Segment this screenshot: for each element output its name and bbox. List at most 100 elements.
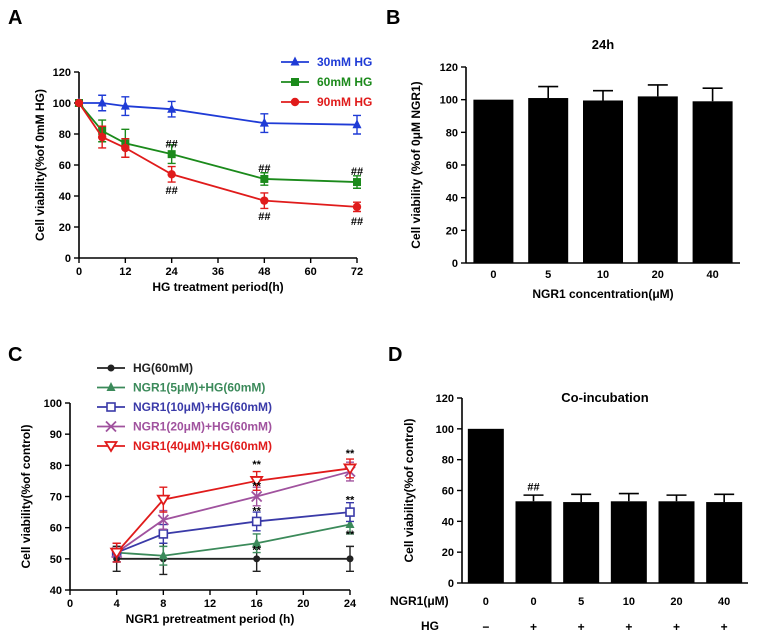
data-point xyxy=(251,516,262,527)
hg-row-value: + xyxy=(625,620,632,634)
panel-label: B xyxy=(386,7,400,29)
x-tick-label: 40 xyxy=(718,596,730,608)
x-tick-label: 0 xyxy=(76,266,82,278)
data-point xyxy=(157,514,169,526)
series-line xyxy=(79,102,358,126)
bar xyxy=(563,502,600,583)
series-3 xyxy=(111,502,355,563)
significance-label: ## xyxy=(166,138,178,150)
data-point xyxy=(259,117,269,127)
significance-label: ** xyxy=(346,495,355,507)
hg-row-value: + xyxy=(530,620,537,634)
y-tick-label: 120 xyxy=(53,67,71,79)
y-tick-label: 40 xyxy=(50,585,62,597)
x-tick-label: 20 xyxy=(652,269,664,281)
panel-c: C 40 50 60 70 80 90 100 0 4 8 12 16 20 24 NGR1 pretreat… xyxy=(8,344,358,626)
series-2 xyxy=(112,514,355,566)
x-tick-label: 60 xyxy=(305,266,317,278)
legend-label: NGR1(20μM)+HG(60mM) xyxy=(133,420,272,434)
x-tick-label: 10 xyxy=(597,269,609,281)
series-5 xyxy=(109,458,358,563)
data-point xyxy=(109,547,124,560)
bar xyxy=(515,501,552,583)
x-tick-label: 0 xyxy=(483,596,489,608)
bar xyxy=(583,100,623,263)
series-line xyxy=(116,523,351,557)
data-point xyxy=(167,170,176,179)
legend-marker xyxy=(106,382,116,391)
significance-label: ** xyxy=(346,529,355,541)
legend-label: HG(60mM) xyxy=(133,361,193,375)
y-tick-label: 0 xyxy=(452,258,458,270)
data-point xyxy=(74,98,84,108)
y-axis-label: Cell viability(%of control) xyxy=(19,424,33,568)
x-tick-label: 72 xyxy=(351,266,363,278)
data-point xyxy=(158,529,169,539)
data-point xyxy=(249,476,264,488)
bar xyxy=(658,501,695,583)
data-point xyxy=(260,196,269,205)
data-point xyxy=(167,150,176,159)
x-tick-label: 0 xyxy=(530,596,536,608)
error-bar xyxy=(523,494,544,502)
significance-label: ** xyxy=(252,459,261,471)
significance-label: ## xyxy=(258,211,270,223)
panel-d: D 0 20 40 60 80 100 120 0 0 5 10 20 40 Co-incubation Ce… xyxy=(388,344,748,634)
panel-b: B 0 20 40 60 80 100 120 0 5 10 20 40 24h NGR1 concentr… xyxy=(386,7,740,301)
series-line xyxy=(116,470,351,554)
error-bar xyxy=(666,494,687,502)
significance-label: ** xyxy=(252,544,261,556)
y-tick-label: 60 xyxy=(446,160,458,172)
data-point xyxy=(260,174,269,183)
x-tick-label: 4 xyxy=(114,598,121,610)
x-axis-label: HG treatment period(h) xyxy=(152,280,283,294)
significance-label: ** xyxy=(252,481,261,493)
significance-label: ** xyxy=(252,506,261,518)
x-tick-label: 5 xyxy=(578,596,584,608)
y-tick-label: 40 xyxy=(446,193,458,205)
series-line xyxy=(78,102,358,208)
data-point xyxy=(156,494,171,507)
data-point xyxy=(352,119,362,129)
data-point xyxy=(97,97,107,107)
y-tick-label: 90 xyxy=(50,429,62,441)
y-tick-label: 80 xyxy=(442,455,454,467)
bar xyxy=(473,99,514,264)
bar xyxy=(706,502,743,583)
hg-row-value: + xyxy=(673,620,680,634)
x-tick-label: 40 xyxy=(706,269,718,281)
hg-row-value: − xyxy=(482,620,489,634)
data-point xyxy=(158,550,168,560)
legend-marker xyxy=(105,420,117,433)
chart-title: Co-incubation xyxy=(561,390,648,405)
data-point xyxy=(97,132,107,142)
legend-label: 60mM HG xyxy=(317,75,372,89)
significance-label: ## xyxy=(351,166,363,178)
significance-label: ** xyxy=(346,448,355,460)
x-tick-label: 20 xyxy=(670,596,682,608)
y-axis-label: Cell viability(%of 0mM HG) xyxy=(33,89,47,241)
error-bar xyxy=(618,492,639,502)
y-tick-label: 0 xyxy=(448,578,454,590)
data-point xyxy=(251,490,263,503)
series-line xyxy=(115,467,351,554)
y-tick-label: 60 xyxy=(442,486,454,498)
significance-label: ## xyxy=(351,216,363,228)
legend-marker xyxy=(107,364,115,372)
series-1 xyxy=(112,542,354,576)
data-point xyxy=(352,202,362,212)
x-tick-label: 12 xyxy=(119,266,131,278)
data-point xyxy=(346,555,354,563)
y-tick-label: 120 xyxy=(440,62,458,74)
data-point xyxy=(353,178,361,187)
row-label-hg: HG xyxy=(421,619,439,633)
legend: 30mM HG 60mM HG 90mM HG xyxy=(281,55,372,109)
legend-label: NGR1(5μM)+HG(60mM) xyxy=(133,381,265,395)
significance-label: ## xyxy=(527,482,539,494)
bar xyxy=(528,98,569,264)
data-point xyxy=(120,100,130,110)
bar xyxy=(637,96,678,264)
hg-row-value: + xyxy=(721,620,728,634)
error-bar xyxy=(571,493,592,503)
y-tick-label: 70 xyxy=(50,492,62,504)
